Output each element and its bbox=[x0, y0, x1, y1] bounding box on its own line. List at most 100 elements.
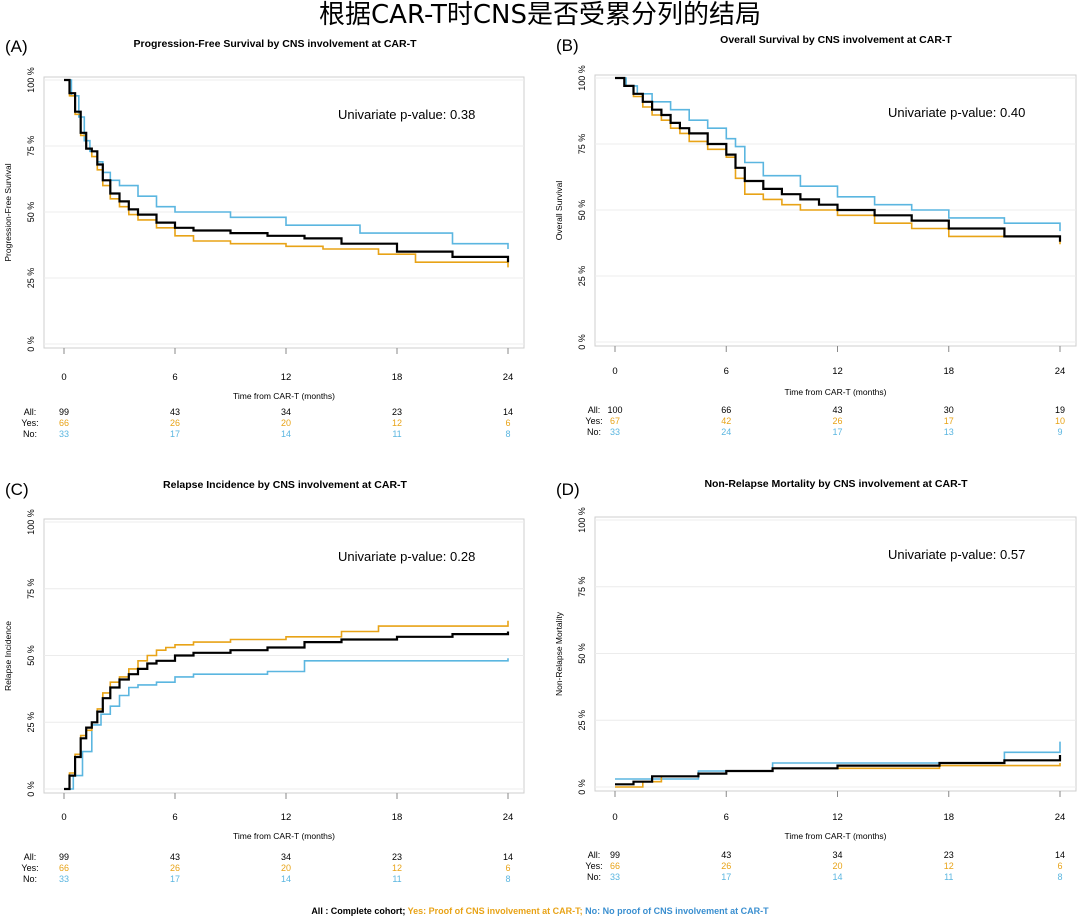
page-title: 根据CAR-T时CNS是否受累分列的结局 bbox=[319, 0, 761, 30]
y-tick-label: 75 % bbox=[577, 576, 587, 597]
risk-label-yes: Yes: bbox=[21, 418, 38, 428]
legend-no: No: No proof of CNS involvement at CAR-T bbox=[582, 906, 769, 916]
y-axis-label: Overall Survival bbox=[554, 181, 564, 241]
legend-all: All : Complete cohort; bbox=[311, 906, 406, 916]
risk-value-yes: 26 bbox=[832, 416, 842, 426]
risk-label-yes: Yes: bbox=[585, 416, 602, 426]
x-tick-label: 12 bbox=[832, 366, 843, 377]
x-tick-label: 12 bbox=[832, 812, 843, 823]
series-line-all bbox=[64, 631, 510, 791]
risk-value-no: 14 bbox=[832, 872, 842, 882]
series-line-all bbox=[615, 76, 1062, 242]
risk-value-no: 24 bbox=[721, 427, 731, 437]
risk-label-yes: Yes: bbox=[585, 861, 602, 871]
y-axis-label: Non-Relapse Mortality bbox=[554, 611, 564, 696]
risk-value-no: 8 bbox=[1057, 872, 1062, 882]
legend-footer: All : Complete cohort; Yes: Proof of CNS… bbox=[0, 905, 1080, 917]
x-tick-label: 18 bbox=[392, 372, 403, 383]
y-tick-label: 50 % bbox=[577, 200, 587, 221]
x-tick-label: 6 bbox=[172, 812, 177, 823]
y-tick-label: 0 % bbox=[26, 336, 36, 352]
risk-value-all: 14 bbox=[503, 407, 513, 417]
series-line-no bbox=[615, 77, 1061, 232]
risk-value-no: 33 bbox=[59, 874, 69, 884]
x-axis-label: Time from CAR-T (months) bbox=[784, 387, 886, 397]
risk-value-all: 19 bbox=[1055, 405, 1065, 415]
p-value-annotation: Univariate p-value: 0.40 bbox=[888, 105, 1025, 120]
y-axis-label: Progression-Free Survival bbox=[3, 163, 13, 261]
chart-title: Overall Survival by CNS involvement at C… bbox=[720, 34, 952, 46]
x-tick-label: 18 bbox=[392, 812, 403, 823]
panel-label: (C) bbox=[5, 480, 29, 499]
x-tick-label: 18 bbox=[943, 366, 954, 377]
y-tick-label: 50 % bbox=[26, 645, 36, 666]
chart-title: Relapse Incidence by CNS involvement at … bbox=[163, 479, 407, 491]
y-tick-label: 75 % bbox=[26, 578, 36, 599]
risk-value-all: 99 bbox=[610, 850, 620, 860]
risk-label-no: No: bbox=[587, 427, 601, 437]
x-tick-label: 12 bbox=[281, 372, 292, 383]
risk-value-yes: 12 bbox=[944, 861, 954, 871]
risk-value-no: 17 bbox=[170, 874, 180, 884]
risk-value-no: 13 bbox=[944, 427, 954, 437]
y-tick-label: 100 % bbox=[577, 507, 587, 533]
risk-value-yes: 20 bbox=[281, 418, 291, 428]
legend-yes: Yes: Proof of CNS involvement at CAR-T; bbox=[405, 906, 583, 916]
risk-value-all: 99 bbox=[59, 852, 69, 862]
risk-value-all: 34 bbox=[281, 407, 291, 417]
y-tick-label: 0 % bbox=[577, 779, 587, 795]
risk-value-no: 14 bbox=[281, 429, 291, 439]
series-line-no bbox=[64, 658, 509, 790]
risk-value-yes: 6 bbox=[505, 418, 510, 428]
risk-value-all: 34 bbox=[281, 852, 291, 862]
risk-label-all: All: bbox=[24, 407, 37, 417]
x-tick-label: 6 bbox=[172, 372, 177, 383]
x-tick-label: 0 bbox=[61, 372, 66, 383]
risk-label-all: All: bbox=[588, 405, 601, 415]
risk-value-no: 11 bbox=[944, 872, 953, 882]
y-tick-label: 75 % bbox=[26, 136, 36, 157]
risk-value-no: 33 bbox=[610, 872, 620, 882]
x-tick-label: 0 bbox=[61, 812, 66, 823]
risk-value-no: 17 bbox=[832, 427, 842, 437]
risk-value-no: 33 bbox=[610, 427, 620, 437]
x-tick-label: 18 bbox=[943, 812, 954, 823]
risk-value-no: 33 bbox=[59, 429, 69, 439]
risk-value-all: 43 bbox=[832, 405, 842, 415]
risk-value-no: 17 bbox=[721, 872, 731, 882]
x-tick-label: 6 bbox=[724, 366, 729, 377]
risk-value-yes: 66 bbox=[59, 418, 69, 428]
risk-value-all: 14 bbox=[503, 852, 513, 862]
x-tick-label: 0 bbox=[612, 812, 617, 823]
risk-label-all: All: bbox=[588, 850, 601, 860]
series-line-no bbox=[615, 741, 1061, 780]
risk-value-yes: 42 bbox=[721, 416, 731, 426]
risk-value-yes: 26 bbox=[721, 861, 731, 871]
y-tick-label: 100 % bbox=[26, 67, 36, 93]
risk-value-no: 8 bbox=[505, 874, 510, 884]
risk-value-no: 8 bbox=[505, 429, 510, 439]
x-tick-label: 24 bbox=[1055, 366, 1066, 377]
x-tick-label: 6 bbox=[724, 812, 729, 823]
x-tick-label: 24 bbox=[503, 812, 514, 823]
y-axis-label: Relapse Incidence bbox=[3, 621, 13, 691]
risk-value-all: 66 bbox=[721, 405, 731, 415]
risk-label-no: No: bbox=[587, 872, 601, 882]
risk-value-all: 99 bbox=[59, 407, 69, 417]
chart-panel-3: (C) Relapse Incidence by CNS involvement … bbox=[3, 479, 525, 884]
series-line-yes bbox=[64, 79, 509, 268]
risk-value-no: 14 bbox=[281, 874, 291, 884]
y-tick-label: 25 % bbox=[577, 266, 587, 287]
risk-label-no: No: bbox=[23, 429, 37, 439]
series-line-yes bbox=[64, 620, 509, 790]
risk-value-all: 43 bbox=[170, 407, 180, 417]
y-tick-label: 50 % bbox=[577, 643, 587, 664]
chart-title: Non-Relapse Mortality by CNS involvement… bbox=[704, 478, 968, 490]
risk-value-yes: 66 bbox=[59, 863, 69, 873]
x-tick-label: 12 bbox=[281, 812, 292, 823]
y-tick-label: 25 % bbox=[26, 712, 36, 733]
risk-value-all: 30 bbox=[944, 405, 954, 415]
risk-value-yes: 20 bbox=[281, 863, 291, 873]
risk-value-yes: 66 bbox=[610, 861, 620, 871]
p-value-annotation: Univariate p-value: 0.57 bbox=[888, 547, 1025, 562]
